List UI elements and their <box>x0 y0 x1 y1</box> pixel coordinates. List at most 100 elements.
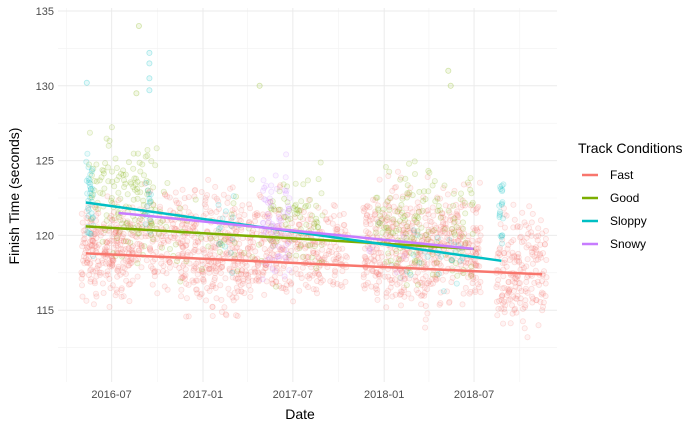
data-point <box>83 214 90 221</box>
data-point <box>281 246 288 253</box>
data-point <box>138 244 145 251</box>
data-point <box>183 221 190 228</box>
data-point <box>109 257 116 264</box>
data-point <box>278 246 285 253</box>
data-point <box>303 221 310 228</box>
data-point <box>269 280 276 287</box>
data-point <box>124 218 131 225</box>
data-point <box>204 262 211 269</box>
data-point <box>174 235 181 242</box>
data-point <box>218 263 225 270</box>
data-point <box>212 264 219 271</box>
data-point <box>234 244 241 251</box>
data-point <box>147 263 154 270</box>
data-point <box>230 200 237 207</box>
data-point <box>171 233 178 240</box>
data-point <box>510 224 517 231</box>
data-point <box>200 278 207 285</box>
data-point <box>82 239 89 246</box>
data-point <box>521 219 528 226</box>
data-point <box>532 267 539 274</box>
data-point <box>259 271 266 278</box>
data-point <box>203 264 210 271</box>
data-point <box>183 313 190 320</box>
data-point <box>200 247 207 254</box>
data-point <box>191 187 198 194</box>
data-point <box>111 237 118 244</box>
data-point <box>85 254 92 261</box>
data-point <box>501 256 508 263</box>
data-point <box>99 238 106 245</box>
data-point <box>195 248 202 255</box>
data-point <box>317 279 324 286</box>
data-point <box>236 248 243 255</box>
data-point <box>210 263 217 270</box>
data-point <box>105 178 112 185</box>
data-point <box>162 232 169 239</box>
data-point <box>305 284 312 291</box>
data-point <box>454 272 461 279</box>
data-point <box>196 267 203 274</box>
data-point <box>194 271 201 278</box>
data-point <box>403 282 410 289</box>
data-point <box>260 177 267 184</box>
data-point <box>403 205 410 212</box>
data-point <box>306 196 313 203</box>
data-point <box>538 291 545 298</box>
data-point <box>363 214 370 221</box>
data-point <box>376 278 383 285</box>
data-point <box>422 324 429 331</box>
data-point <box>91 255 98 262</box>
data-point <box>101 185 108 192</box>
data-point <box>84 245 91 252</box>
data-point <box>108 124 115 131</box>
data-point <box>254 268 261 275</box>
data-point <box>151 269 158 276</box>
data-point <box>146 49 153 56</box>
data-point <box>369 267 376 274</box>
data-point <box>365 229 372 236</box>
data-point <box>166 264 173 271</box>
data-point <box>393 227 400 234</box>
data-point <box>198 267 205 274</box>
data-point <box>179 274 186 281</box>
data-point <box>498 234 505 241</box>
data-point <box>259 276 266 283</box>
data-point <box>204 192 211 199</box>
data-point <box>198 235 205 242</box>
x-tick-label: 2017-01 <box>183 389 223 401</box>
data-point <box>90 237 97 244</box>
data-point <box>292 265 299 272</box>
data-point <box>147 217 154 224</box>
data-point <box>330 278 337 285</box>
data-point <box>192 286 199 293</box>
data-point <box>411 158 418 165</box>
data-point <box>282 190 289 197</box>
data-point <box>138 242 145 249</box>
data-point <box>261 246 268 253</box>
data-point <box>201 201 208 208</box>
data-point <box>87 238 94 245</box>
data-point <box>114 265 121 272</box>
data-point <box>178 286 185 293</box>
data-point <box>149 258 156 265</box>
data-point <box>418 301 425 308</box>
data-point <box>157 241 164 248</box>
data-point <box>100 167 107 174</box>
data-point <box>304 177 311 184</box>
data-point <box>113 233 120 240</box>
data-point <box>134 240 141 247</box>
data-point <box>207 235 214 242</box>
data-point <box>305 196 312 203</box>
data-point <box>281 195 288 202</box>
data-point <box>234 288 241 295</box>
data-point <box>268 188 275 195</box>
data-point <box>178 222 185 229</box>
data-point <box>163 270 170 277</box>
data-point <box>91 231 98 238</box>
data-point <box>210 243 217 250</box>
data-point <box>192 264 199 271</box>
data-point <box>183 280 190 287</box>
data-point <box>133 234 140 241</box>
data-point <box>404 223 411 230</box>
